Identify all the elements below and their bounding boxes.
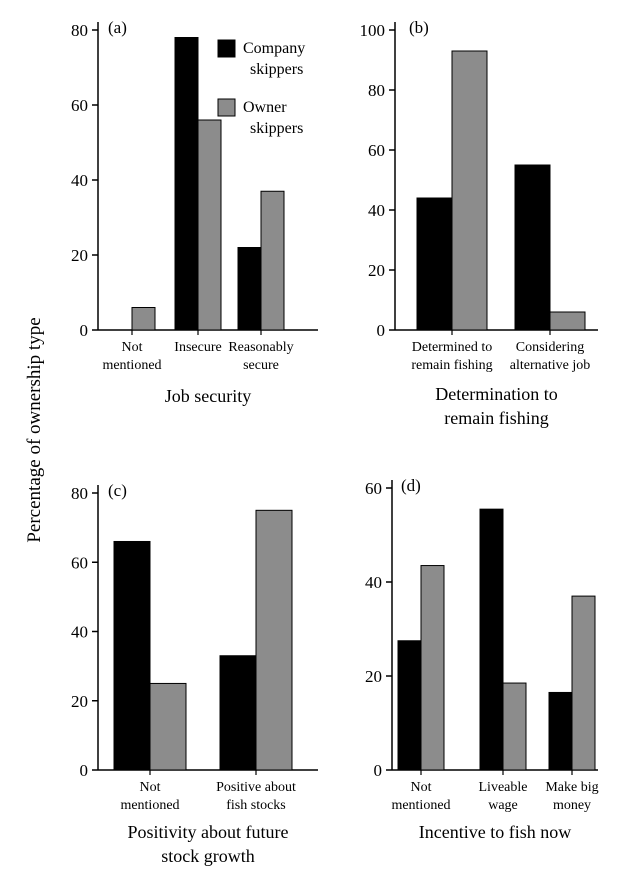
panel-label: (d)	[401, 476, 421, 495]
bar-owner	[255, 509, 293, 771]
y-tick-label: 80	[71, 484, 88, 503]
bar-company	[416, 197, 453, 331]
x-axis-title: Incentive to fish now	[419, 822, 571, 842]
y-tick-label: 20	[368, 261, 385, 280]
y-tick-label: 80	[71, 21, 88, 40]
bar-company	[174, 37, 199, 331]
chart-panel-1: 0 20 40 60 80 Not mentioned Insecure Reasonably s…	[71, 18, 318, 406]
x-axis-title: Positivity about future stock growth	[128, 822, 289, 866]
chart-panel-3: 0 20 40 60 80 Not mentioned Positive about fish …	[71, 481, 318, 866]
chart-panel-4: 0 20 40 60 Not mentioned Liveable wage Make big m…	[365, 476, 599, 842]
bar-owner	[549, 311, 586, 331]
bar-owner	[197, 119, 222, 331]
y-tick-label: 0	[80, 321, 89, 340]
y-tick-label: 80	[368, 81, 385, 100]
panel-label: (a)	[108, 18, 127, 37]
panels: 0 20 40 60 80 Not mentioned Insecure Reasonably s…	[71, 18, 599, 866]
y-tick-label: 20	[365, 667, 382, 686]
legend-swatch	[217, 98, 236, 117]
chart-panel-2: 0 20 40 60 80 100 Determined to remain fishing C…	[360, 18, 598, 428]
y-tick-label: 0	[377, 321, 386, 340]
legend-label: Owner skippers	[243, 99, 303, 137]
x-tick-label: Make big money	[545, 780, 598, 813]
bar-company	[514, 164, 551, 331]
x-tick-label: Liveable wage	[479, 780, 528, 813]
y-tick-label: 60	[368, 141, 385, 160]
y-tick-label: 60	[71, 553, 88, 572]
x-axis-title: Job security	[165, 386, 251, 406]
x-tick-label: Not mentioned	[391, 780, 450, 813]
y-tick-label: 100	[360, 21, 386, 40]
bar-owner	[260, 190, 285, 331]
bar-company	[548, 691, 573, 771]
bar-company	[397, 640, 422, 771]
x-tick-label: Not mentioned	[102, 340, 161, 373]
bar-company	[219, 655, 257, 771]
y-tick-label: 40	[368, 201, 385, 220]
y-tick-label: 20	[71, 692, 88, 711]
y-tick-label: 60	[71, 96, 88, 115]
y-tick-label: 60	[365, 479, 382, 498]
y-tick-label: 0	[374, 761, 383, 780]
bar-owner	[131, 307, 156, 331]
bar-owner	[502, 682, 527, 771]
bar-owner	[149, 682, 187, 771]
y-axis-title: Percentage of ownership type	[24, 317, 45, 542]
legend-label: Company skippers	[243, 40, 305, 78]
bar-company	[113, 540, 151, 771]
x-tick-label: Positive about fish stocks	[216, 780, 296, 813]
x-tick-label: Considering alternative job	[510, 340, 590, 373]
y-tick-label: 20	[71, 246, 88, 265]
bar-company	[237, 247, 262, 331]
bar-company	[479, 508, 504, 771]
x-tick-label: Not mentioned	[120, 780, 179, 813]
panel-label: (c)	[108, 481, 127, 500]
bar-owner	[451, 50, 488, 331]
y-tick-label: 0	[80, 761, 89, 780]
x-tick-label: Determined to remain fishing	[411, 340, 492, 373]
x-tick-label: Insecure	[174, 340, 221, 355]
bar-owner	[420, 565, 445, 771]
y-tick-label: 40	[71, 623, 88, 642]
panel-label: (b)	[409, 18, 429, 37]
legend-swatch	[217, 39, 236, 58]
y-tick-label: 40	[365, 573, 382, 592]
bar-owner	[571, 595, 596, 771]
x-tick-label: Reasonably secure	[228, 340, 293, 373]
y-tick-label: 40	[71, 171, 88, 190]
x-axis-title: Determination to remain fishing	[435, 384, 557, 428]
